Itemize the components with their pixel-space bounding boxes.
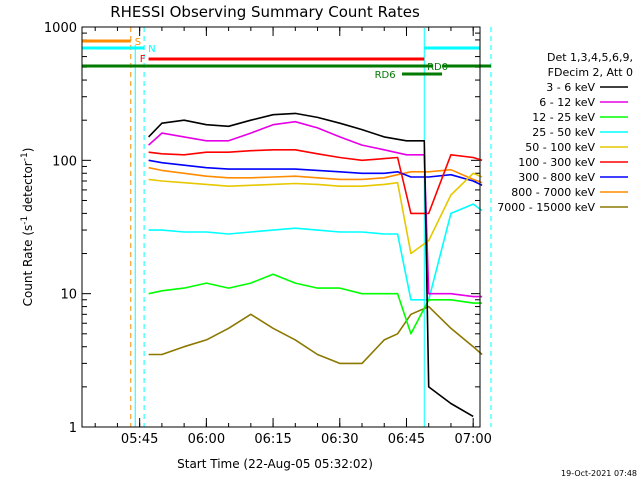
axis-ticks [82,26,480,428]
rd6-flag-label: RD6 [375,70,396,81]
x-tick-label: 07:00 [454,432,491,447]
x-axis-label: Start Time (22-Aug-05 05:32:02) [177,457,373,471]
footer-timestamp: 19-Oct-2021 07:48 [561,469,637,478]
y-tick-labels: 1 10 100 1000 [44,21,77,436]
x-tick-label: 06:45 [388,432,425,447]
rd0-flag-label: RD0 [427,62,448,73]
legend-entry-label: 3 - 6 keV [546,81,595,94]
legend-entry-label: 800 - 7000 keV [511,186,595,199]
night-flag-label: N [148,44,155,55]
y-tick-label: 10 [60,288,77,303]
chart-title: RHESSI Observing Summary Count Rates [110,3,420,21]
legend-header-line-1: Det 1,3,4,5,6,9, [547,51,633,64]
series-line [148,305,483,365]
legend-entry-label: 50 - 100 keV [525,141,595,154]
legend-header-line-2: FDecim 2, Att 0 [548,66,633,79]
legend-entry-label: 6 - 12 keV [539,96,595,109]
y-tick-label: 1 [69,421,77,436]
series-line [148,149,483,215]
series-line [148,203,483,301]
y-axis-label: Count Rate (s-1 detector-1) [20,148,35,307]
legend-entry-label: 300 - 800 keV [518,171,595,184]
y-tick-label: 1000 [44,21,77,36]
plot-frame [81,26,481,428]
plot-area: SNF RD0 RD6 [82,27,492,427]
x-tick-label: 06:15 [254,432,291,447]
series-line [148,166,483,184]
series-line [148,112,474,418]
legend-entry-label: 7000 - 15000 keV [497,201,595,214]
legend: Det 1,3,4,5,6,9, FDecim 2, Att 0 3 - 6 k… [497,51,633,214]
y-tick-label: 100 [52,154,77,169]
series-line [148,159,483,187]
series-line [148,273,483,335]
x-tick-label: 06:00 [188,432,225,447]
legend-entry-label: 12 - 25 keV [532,111,595,124]
legend-entry-label: 25 - 50 keV [532,126,595,139]
saa-flag-label: S [135,37,141,48]
flare-flag-label: F [140,54,146,65]
series-line [148,120,483,298]
series-line [148,172,483,255]
x-tick-labels: 05:45 06:00 06:15 06:30 06:45 07:00 [121,432,492,447]
x-tick-label: 05:45 [121,432,158,447]
x-tick-label: 06:30 [321,432,358,447]
legend-entry-label: 100 - 300 keV [518,156,595,169]
